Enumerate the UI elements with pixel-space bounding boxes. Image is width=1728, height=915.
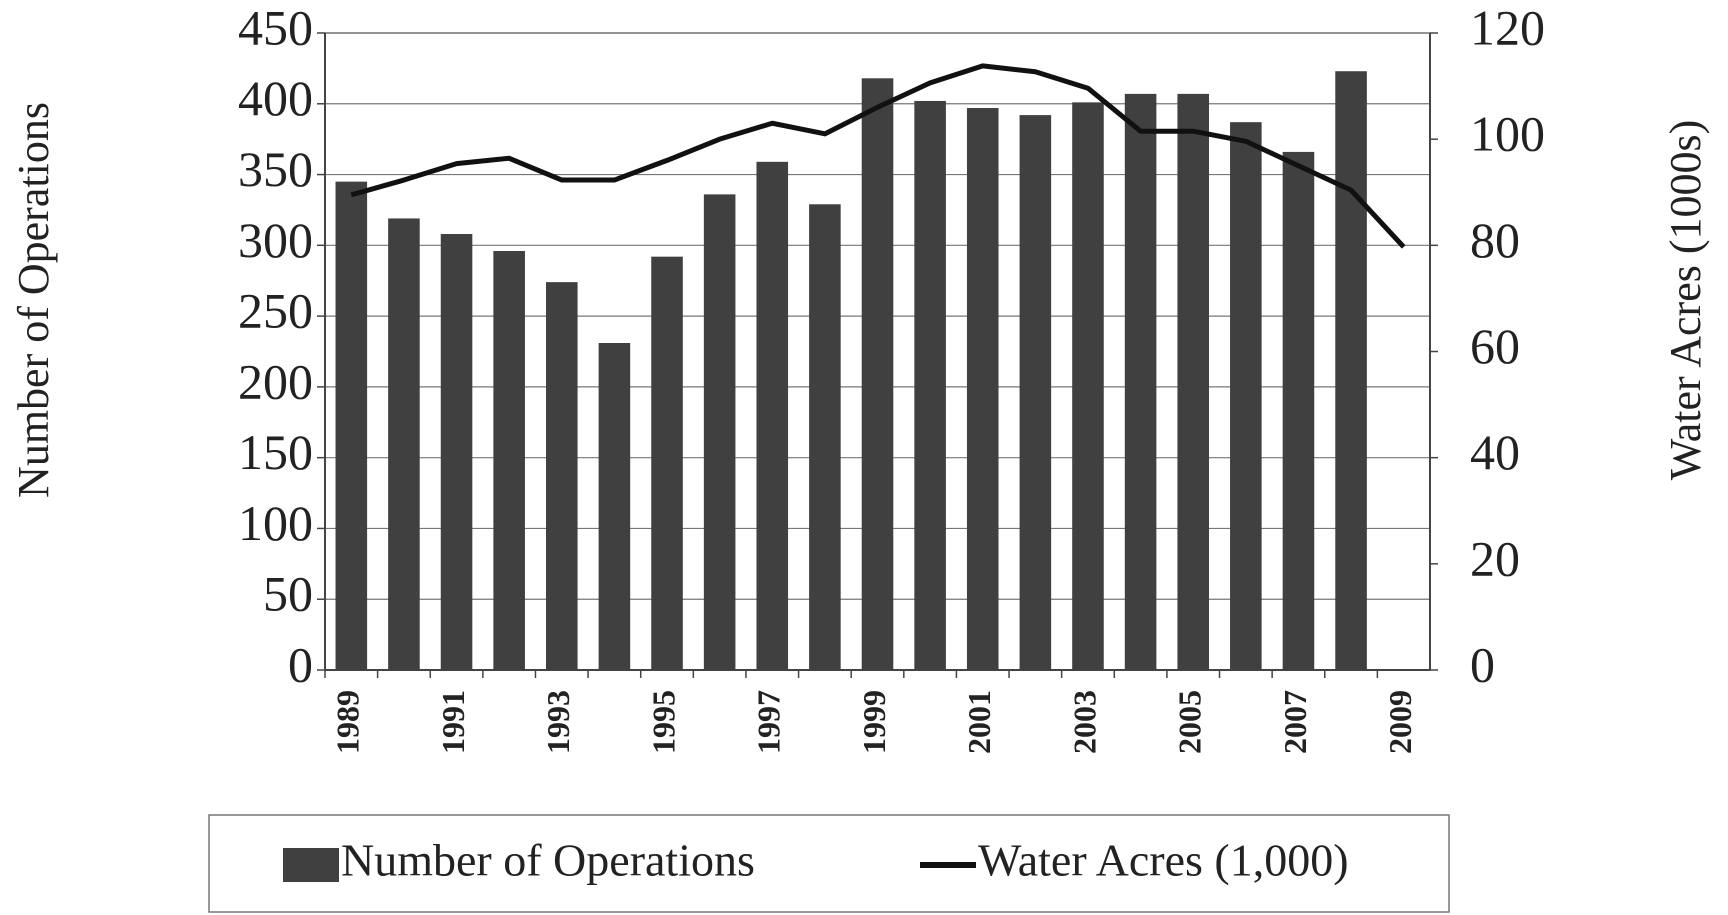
- x-tick-label: 2001: [961, 690, 997, 754]
- x-tick-label: 2005: [1172, 690, 1208, 754]
- bar: [809, 204, 841, 670]
- y2-tick-label: 40: [1470, 424, 1520, 480]
- x-tick-label: 1993: [540, 690, 576, 754]
- bar: [651, 256, 683, 670]
- bar: [388, 218, 420, 670]
- y-tick-label: 350: [238, 141, 313, 197]
- x-tick-label: 1995: [645, 690, 681, 754]
- bar: [335, 181, 368, 670]
- bar: [914, 100, 946, 671]
- y-axis-label: Number of Operations: [9, 102, 58, 498]
- bar: [1072, 102, 1104, 670]
- legend-box: [208, 814, 1450, 913]
- bar: [493, 250, 525, 671]
- x-tick-label: 1997: [751, 690, 787, 754]
- x-tick-label: 1991: [435, 690, 471, 754]
- y2-tick-label: 60: [1470, 318, 1520, 374]
- x-tick-label: 2007: [1277, 690, 1313, 754]
- bar: [1177, 93, 1209, 670]
- bar: [1124, 93, 1157, 670]
- legend-label: Water Acres (1,000): [978, 835, 1349, 886]
- bar: [1019, 115, 1052, 670]
- x-tick-label: 2009: [1382, 690, 1418, 754]
- bar: [966, 108, 999, 671]
- bar: [756, 161, 789, 670]
- y-tick-label: 100: [238, 495, 313, 551]
- bar: [1335, 71, 1367, 671]
- bar: [546, 282, 578, 670]
- bar: [1230, 122, 1262, 671]
- bar: [703, 194, 736, 670]
- bar: [861, 78, 894, 670]
- legend-label: Number of Operations: [341, 835, 755, 886]
- y-tick-label: 400: [238, 70, 313, 126]
- y-tick-label: 250: [238, 283, 313, 339]
- bar: [598, 343, 631, 670]
- y2-axis-label: Water Acres (1000s): [1661, 120, 1710, 481]
- y-tick-label: 200: [238, 353, 313, 409]
- bar: [440, 234, 473, 670]
- y-tick-label: 0: [288, 636, 313, 692]
- y2-tick-label: 20: [1470, 530, 1520, 586]
- y2-tick-label: 0: [1470, 636, 1495, 692]
- y2-tick-label: 80: [1470, 212, 1520, 268]
- y2-tick-label: 120: [1470, 0, 1545, 55]
- x-tick-label: 1999: [856, 690, 892, 754]
- y-tick-label: 50: [263, 566, 313, 622]
- y-tick-label: 450: [238, 0, 313, 55]
- line: [350, 63, 1406, 249]
- y-tick-label: 150: [238, 424, 313, 480]
- bar: [1282, 151, 1315, 670]
- x-tick-label: 1989: [330, 690, 366, 754]
- x-tick-label: 2003: [1066, 690, 1102, 754]
- legend-swatch: [283, 848, 339, 882]
- y-tick-label: 300: [238, 212, 313, 268]
- y2-tick-label: 100: [1470, 106, 1545, 162]
